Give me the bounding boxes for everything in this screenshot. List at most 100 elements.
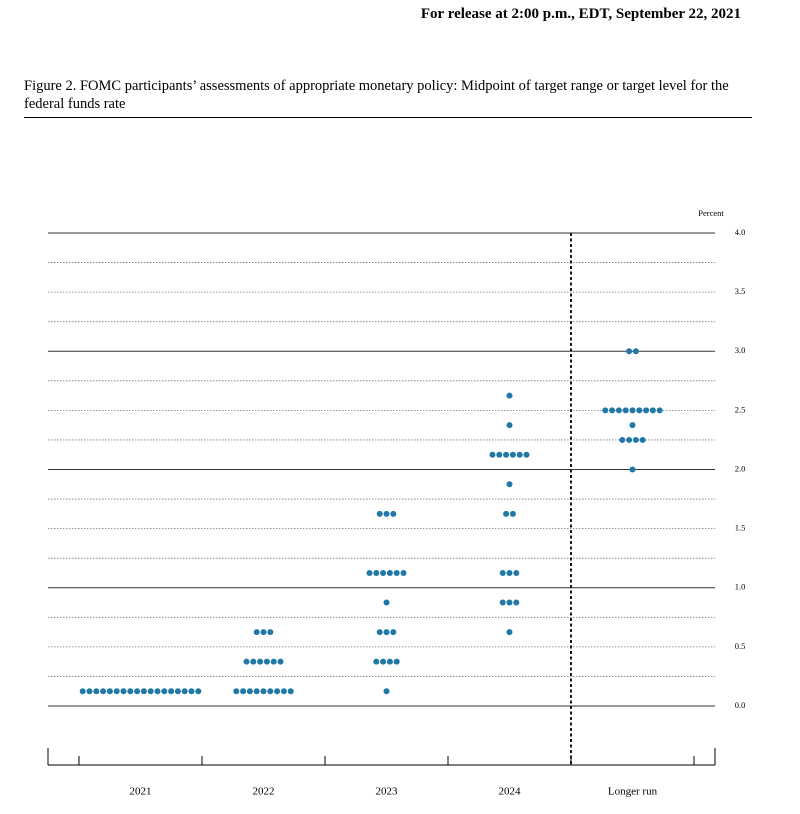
y-unit: Percent <box>698 208 724 218</box>
x-tick-label: 2021 <box>130 786 152 798</box>
dot <box>513 569 520 576</box>
x-tick-label: 2024 <box>499 786 522 798</box>
dot <box>161 688 168 695</box>
dot <box>629 422 636 429</box>
dot <box>120 688 127 695</box>
dot <box>506 481 513 488</box>
dot <box>615 407 622 414</box>
dot <box>376 510 383 517</box>
x-tick-label: 2022 <box>253 786 275 798</box>
dot <box>93 688 100 695</box>
dot <box>240 688 247 695</box>
dot <box>253 629 260 636</box>
dot <box>632 436 639 443</box>
dot <box>174 688 181 695</box>
y-tick-label: 2.0 <box>735 463 746 473</box>
dot <box>257 658 264 665</box>
dot <box>499 569 506 576</box>
y-tick-label: 3.0 <box>735 345 746 355</box>
dot <box>147 688 154 695</box>
dot <box>181 688 188 695</box>
dot <box>274 688 281 695</box>
y-tick-label: 3.5 <box>735 286 746 296</box>
dot <box>383 629 390 636</box>
dot <box>506 599 513 606</box>
dot <box>233 688 240 695</box>
y-tick-label: 1.5 <box>735 523 746 533</box>
dot <box>506 392 513 399</box>
dot <box>383 599 390 606</box>
dot <box>127 688 134 695</box>
dot <box>400 569 407 576</box>
dot <box>619 436 626 443</box>
dot <box>270 658 277 665</box>
dot <box>503 510 510 517</box>
release-note: For release at 2:00 p.m., EDT, September… <box>420 6 741 22</box>
dot <box>602 407 609 414</box>
dot <box>393 658 400 665</box>
dot <box>390 629 397 636</box>
dot <box>106 688 113 695</box>
dot <box>373 658 380 665</box>
dot <box>622 407 629 414</box>
dot <box>649 407 656 414</box>
dot <box>506 422 513 429</box>
dot <box>516 451 523 458</box>
x-tick-label: 2023 <box>376 786 399 798</box>
dot <box>383 688 390 695</box>
dot <box>280 688 287 695</box>
dot <box>250 658 257 665</box>
dot <box>386 658 393 665</box>
dot <box>86 688 93 695</box>
dot <box>509 510 516 517</box>
y-tick-label: 2.5 <box>735 404 746 414</box>
dot <box>506 629 513 636</box>
dot <box>383 510 390 517</box>
dot <box>260 629 267 636</box>
dot <box>79 688 86 695</box>
dot <box>609 407 616 414</box>
dot <box>373 569 380 576</box>
dot <box>243 658 250 665</box>
dot <box>632 348 639 355</box>
dot <box>523 451 530 458</box>
dot <box>629 407 636 414</box>
dot <box>154 688 161 695</box>
dot <box>509 451 516 458</box>
dot <box>390 510 397 517</box>
y-tick-label: 4.0 <box>735 227 746 237</box>
dot <box>246 688 253 695</box>
y-tick-label: 1.0 <box>735 582 746 592</box>
dot <box>140 688 147 695</box>
dot <box>503 451 510 458</box>
dot <box>113 688 120 695</box>
chart-title: Figure 2. FOMC participants’ assessments… <box>24 77 752 118</box>
dot <box>100 688 107 695</box>
dot <box>253 688 260 695</box>
dot <box>639 436 646 443</box>
dot <box>168 688 175 695</box>
dot <box>366 569 373 576</box>
dot <box>386 569 393 576</box>
dot <box>626 348 633 355</box>
y-tick-label: 0.0 <box>735 700 746 710</box>
dot <box>267 629 274 636</box>
dot <box>188 688 195 695</box>
dot <box>643 407 650 414</box>
dot <box>656 407 663 414</box>
dot <box>287 688 294 695</box>
dot <box>277 658 284 665</box>
dot <box>263 658 270 665</box>
dot <box>267 688 274 695</box>
dot <box>636 407 643 414</box>
dot <box>376 629 383 636</box>
dot <box>506 569 513 576</box>
x-tick-label: Longer run <box>608 786 658 798</box>
dot <box>134 688 141 695</box>
dot <box>393 569 400 576</box>
dot <box>380 569 387 576</box>
dot <box>260 688 267 695</box>
dot <box>513 599 520 606</box>
